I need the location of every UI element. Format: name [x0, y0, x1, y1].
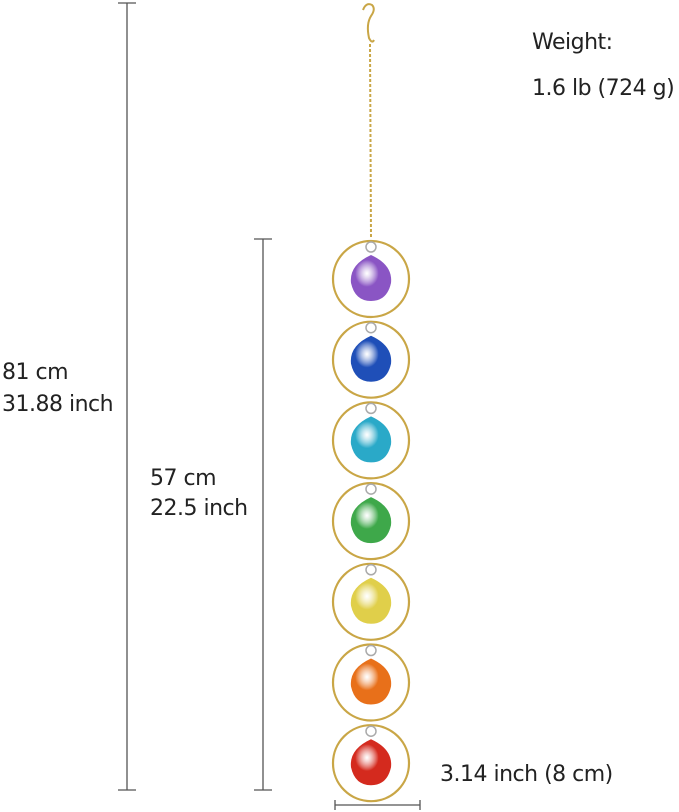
ring	[331, 239, 411, 319]
jump-ring	[365, 321, 377, 334]
jump-ring	[365, 564, 377, 576]
jump-ring	[365, 644, 377, 657]
hook-icon	[362, 3, 375, 43]
ring-section-length-inch: 22.5 inch	[150, 496, 248, 521]
crystal-green	[350, 497, 392, 544]
total-length-cm: 81 cm	[2, 360, 69, 385]
ring	[331, 724, 411, 803]
ring	[331, 643, 411, 722]
weight-value: 1.6 lb (724 g)	[532, 76, 675, 101]
ring	[331, 562, 411, 641]
total-length-inch: 31.88 inch	[2, 392, 114, 417]
weight-label: Weight:	[532, 30, 613, 55]
crystal-teal	[350, 416, 392, 463]
ring	[331, 401, 411, 480]
ring-section-length-cm: 57 cm	[150, 466, 217, 491]
crystal-purple	[350, 255, 392, 301]
hook-and-chain	[362, 3, 375, 239]
crystal-orange	[350, 658, 392, 705]
ring	[331, 320, 411, 399]
jump-ring	[365, 402, 377, 415]
jump-ring	[365, 241, 377, 253]
crystal-red	[350, 739, 392, 786]
jump-ring	[365, 725, 377, 737]
crystal-blue	[350, 335, 392, 382]
chain	[369, 43, 372, 239]
jump-ring	[365, 483, 377, 495]
width-label: 3.14 inch (8 cm)	[440, 762, 613, 787]
crystal-yellow	[350, 577, 392, 624]
ring	[331, 481, 411, 561]
